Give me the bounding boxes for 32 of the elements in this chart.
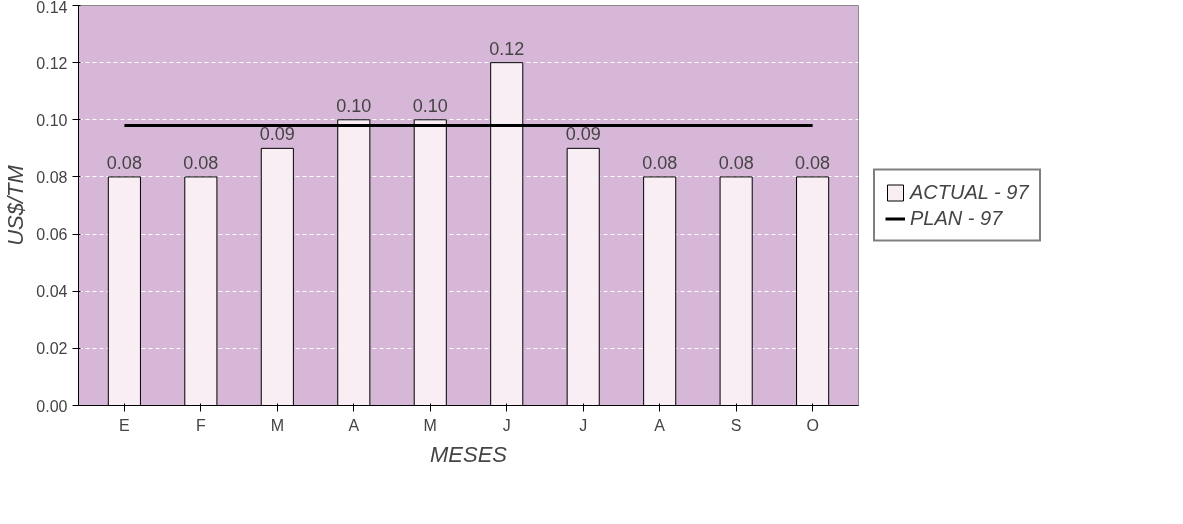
x-tick-label: O [806, 416, 819, 434]
x-tick-label: J [502, 416, 511, 434]
data-label: 0.08 [718, 152, 754, 173]
legend-label: PLAN - 97 [910, 206, 1003, 230]
data-label: 0.12 [489, 38, 525, 59]
x-tick-label: J [579, 416, 588, 434]
x-tick-label: A [348, 416, 360, 434]
data-label: 0.08 [106, 152, 142, 173]
y-tick-label: 0.00 [36, 397, 68, 415]
x-tick-label: S [730, 416, 742, 434]
y-tick-label: 0.10 [36, 111, 68, 129]
legend-label: ACTUAL - 97 [910, 180, 1029, 204]
x-axis-title: MESES [429, 441, 508, 467]
y-axis-title: US$/TM [3, 164, 29, 246]
y-tick-label: 0.12 [36, 54, 68, 72]
x-tick-label: A [654, 416, 666, 434]
data-label: 0.08 [795, 152, 831, 173]
y-tick-label: 0.08 [36, 168, 68, 186]
y-tick-label: 0.14 [36, 0, 68, 16]
x-tick-label: F [195, 416, 206, 434]
data-label: 0.10 [412, 95, 448, 116]
x-tick-label: M [423, 416, 437, 434]
data-label: 0.08 [183, 152, 219, 173]
data-label: 0.09 [259, 124, 295, 145]
x-tick-label: M [270, 416, 284, 434]
data-label: 0.10 [336, 95, 372, 116]
data-label: 0.08 [642, 152, 678, 173]
data-label: 0.09 [565, 124, 601, 145]
y-tick-label: 0.06 [36, 226, 68, 244]
y-tick-label: 0.02 [36, 340, 68, 358]
y-tick-label: 0.04 [36, 283, 68, 301]
x-tick-label: E [119, 416, 130, 434]
